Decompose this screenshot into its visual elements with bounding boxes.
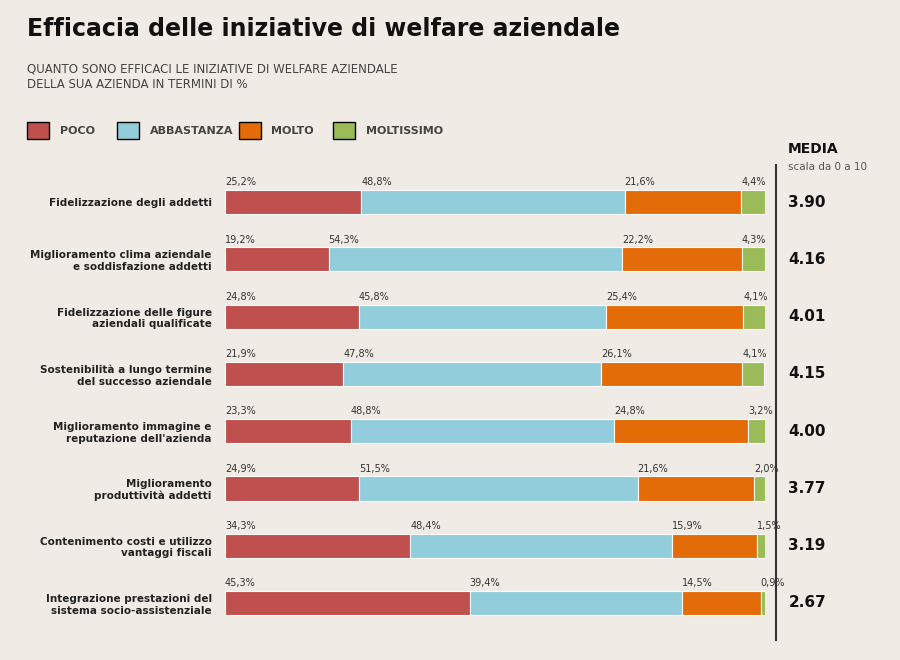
Bar [225, 419, 351, 444]
Bar [622, 248, 742, 271]
Text: 4,3%: 4,3% [742, 234, 766, 245]
Bar [470, 591, 682, 615]
Bar [743, 305, 766, 329]
Text: 39,4%: 39,4% [470, 578, 500, 588]
Text: 21,6%: 21,6% [625, 178, 655, 187]
Bar [682, 591, 760, 615]
Bar [361, 190, 625, 214]
Bar [758, 534, 766, 558]
Text: ABBASTANZA: ABBASTANZA [150, 125, 233, 136]
Text: 2,0%: 2,0% [754, 463, 778, 474]
Bar [410, 534, 671, 558]
Bar [225, 305, 359, 329]
Bar [225, 534, 410, 558]
Bar [225, 248, 328, 271]
Text: 4,1%: 4,1% [743, 292, 768, 302]
Text: 24,8%: 24,8% [615, 407, 645, 416]
Text: MOLTO: MOLTO [272, 125, 314, 136]
Bar [671, 534, 758, 558]
Bar [748, 419, 766, 444]
Text: 2.67: 2.67 [788, 595, 826, 611]
Bar [607, 305, 743, 329]
Text: 54,3%: 54,3% [328, 234, 359, 245]
Bar [742, 248, 765, 271]
Text: Efficacia delle iniziative di welfare aziendale: Efficacia delle iniziative di welfare az… [27, 16, 620, 40]
Bar [742, 362, 764, 386]
Text: 26,1%: 26,1% [601, 349, 632, 359]
Text: 48,8%: 48,8% [351, 407, 382, 416]
Bar [760, 591, 766, 615]
Bar [742, 190, 765, 214]
Text: 51,5%: 51,5% [359, 463, 391, 474]
Text: 3.77: 3.77 [788, 481, 826, 496]
Bar [359, 477, 637, 500]
Text: 45,8%: 45,8% [359, 292, 390, 302]
Text: 4.15: 4.15 [788, 366, 826, 381]
Text: 23,3%: 23,3% [225, 407, 256, 416]
Text: 4.16: 4.16 [788, 252, 826, 267]
Bar [625, 190, 742, 214]
Text: 48,8%: 48,8% [361, 178, 392, 187]
Text: 22,2%: 22,2% [622, 234, 652, 245]
Text: 1,5%: 1,5% [758, 521, 782, 531]
Text: MEDIA: MEDIA [788, 142, 838, 156]
Bar [359, 305, 607, 329]
Text: 25,2%: 25,2% [225, 178, 256, 187]
Text: 19,2%: 19,2% [225, 234, 256, 245]
Text: scala da 0 a 10: scala da 0 a 10 [788, 162, 867, 172]
Text: 24,9%: 24,9% [225, 463, 256, 474]
Bar [343, 362, 601, 386]
Bar [351, 419, 615, 444]
Text: POCO: POCO [60, 125, 94, 136]
Bar [225, 591, 470, 615]
Text: 34,3%: 34,3% [225, 521, 256, 531]
Bar [225, 362, 343, 386]
Text: MOLTISSIMO: MOLTISSIMO [366, 125, 443, 136]
Text: 4.01: 4.01 [788, 310, 826, 324]
Text: 45,3%: 45,3% [225, 578, 256, 588]
Text: 48,4%: 48,4% [410, 521, 441, 531]
Text: 21,9%: 21,9% [225, 349, 256, 359]
Text: 4,1%: 4,1% [742, 349, 767, 359]
Text: 47,8%: 47,8% [343, 349, 374, 359]
Text: 3.90: 3.90 [788, 195, 826, 210]
Text: 15,9%: 15,9% [671, 521, 702, 531]
Bar [225, 477, 359, 500]
Bar [637, 477, 754, 500]
Text: 4.00: 4.00 [788, 424, 826, 439]
Text: 24,8%: 24,8% [225, 292, 256, 302]
Bar [328, 248, 622, 271]
Text: QUANTO SONO EFFICACI LE INIZIATIVE DI WELFARE AZIENDALE
DELLA SUA AZIENDA IN TER: QUANTO SONO EFFICACI LE INIZIATIVE DI WE… [27, 63, 398, 90]
Text: 4,4%: 4,4% [742, 178, 766, 187]
Text: 3.19: 3.19 [788, 539, 826, 553]
Text: 0,9%: 0,9% [760, 578, 785, 588]
Text: 21,6%: 21,6% [637, 463, 669, 474]
Bar [754, 477, 765, 500]
Bar [225, 190, 361, 214]
Bar [601, 362, 742, 386]
Text: 25,4%: 25,4% [607, 292, 637, 302]
Text: 14,5%: 14,5% [682, 578, 713, 588]
Bar [615, 419, 748, 444]
Text: 3,2%: 3,2% [748, 407, 773, 416]
